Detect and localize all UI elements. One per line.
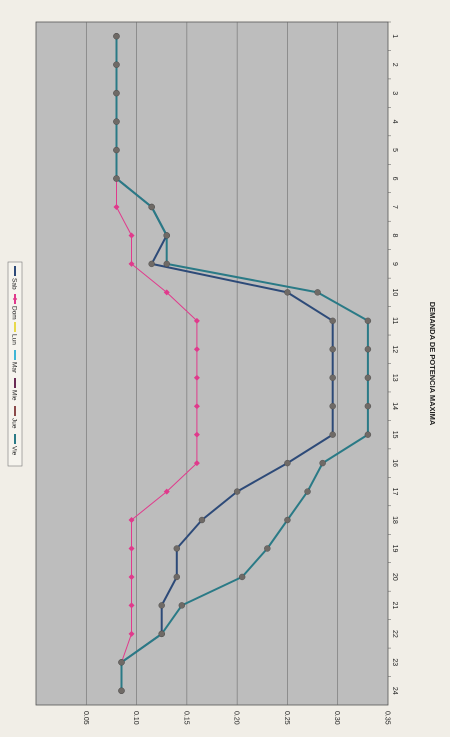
data-point: [164, 261, 170, 267]
x-tick-label: 2: [391, 63, 398, 67]
y-tick-label: 0.10: [132, 711, 139, 725]
data-point: [284, 289, 290, 295]
x-tick-label: 4: [391, 120, 398, 124]
data-point: [113, 90, 119, 96]
x-tick-label: 15: [391, 431, 398, 439]
data-point: [113, 62, 119, 68]
data-point: [330, 375, 336, 381]
x-tick-label: 18: [391, 516, 398, 524]
data-point: [264, 545, 270, 551]
y-tick-label: 0.05: [82, 711, 89, 725]
data-point: [149, 204, 155, 210]
x-tick-label: 11: [391, 317, 398, 324]
data-point: [199, 517, 205, 523]
legend-label: Vie: [11, 446, 18, 456]
data-point: [365, 346, 371, 352]
data-point: [330, 346, 336, 352]
data-point: [174, 574, 180, 580]
legend-label: Jue: [11, 418, 18, 429]
data-point: [118, 659, 124, 665]
data-point: [365, 432, 371, 438]
legend-label: Sab: [11, 278, 18, 290]
legend-label: Mie: [11, 390, 18, 401]
data-point: [365, 375, 371, 381]
data-point: [305, 489, 311, 495]
data-point: [330, 432, 336, 438]
data-point: [239, 574, 245, 580]
x-tick-label: 23: [391, 658, 398, 666]
x-tick-label: 14: [391, 402, 398, 410]
data-point: [113, 176, 119, 182]
x-tick-label: 17: [391, 488, 398, 496]
y-tick-label: 0.30: [333, 711, 340, 725]
data-point: [174, 545, 180, 551]
data-point: [315, 289, 321, 295]
chart-title: DEMANDA DE POTENCIA MAXIMA: [428, 302, 437, 426]
data-point: [113, 33, 119, 39]
data-point: [179, 602, 185, 608]
data-point: [365, 403, 371, 409]
x-tick-label: 3: [391, 91, 398, 95]
data-point: [284, 460, 290, 466]
legend-label: Dom: [11, 306, 18, 320]
data-point: [164, 232, 170, 238]
legend: Sab Dom Lun Mar Mie Jue Vie: [8, 262, 22, 466]
x-tick-label: 8: [391, 233, 398, 237]
x-tick-label: 22: [391, 630, 398, 638]
x-tick-label: 7: [391, 205, 398, 209]
data-point: [113, 119, 119, 125]
data-point: [234, 489, 240, 495]
data-point: [149, 261, 155, 267]
y-tick-label: 0.20: [233, 711, 240, 725]
x-tick-label: 20: [391, 573, 398, 581]
plot-area: [36, 22, 388, 705]
x-tick-label: 9: [391, 262, 398, 266]
legend-label: Lun: [11, 334, 18, 345]
data-point: [159, 602, 165, 608]
x-tick-label: 24: [391, 687, 398, 695]
x-tick-label: 1: [391, 34, 398, 38]
x-tick-label: 13: [391, 374, 398, 382]
x-tick-label: 10: [391, 288, 398, 296]
data-point: [330, 403, 336, 409]
x-tick-label: 6: [391, 177, 398, 181]
x-tick-label: 19: [391, 545, 398, 553]
data-point: [113, 147, 119, 153]
x-tick-label: 21: [391, 601, 398, 609]
y-tick-label: 0.25: [283, 711, 290, 725]
data-point: [320, 460, 326, 466]
x-tick-label: 12: [391, 345, 398, 353]
data-point: [365, 318, 371, 324]
y-tick-label: 0.15: [182, 711, 189, 725]
x-tick-label: 16: [391, 459, 398, 467]
data-point: [330, 318, 336, 324]
y-tick-label: 0.35: [384, 711, 391, 725]
data-point: [284, 517, 290, 523]
x-tick-label: 5: [391, 148, 398, 152]
legend-label: Mar: [11, 362, 18, 374]
data-point: [118, 688, 124, 694]
data-point: [159, 631, 165, 637]
